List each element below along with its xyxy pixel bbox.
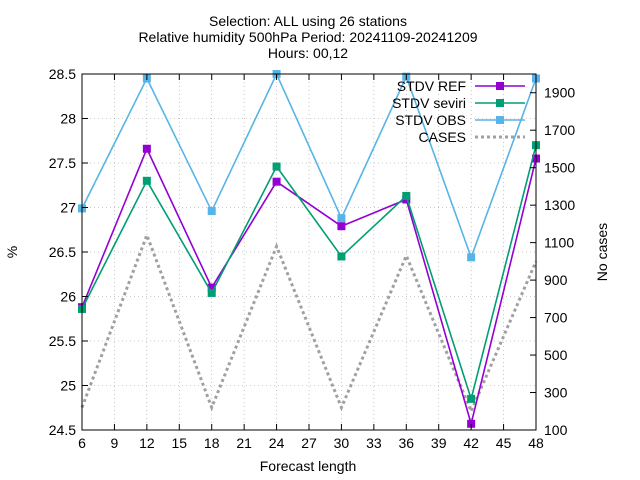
data-point-stdv-seviri (402, 191, 411, 200)
y-tick-label: 25.5 (49, 333, 76, 349)
data-point-stdv-seviri (207, 288, 216, 297)
series-line-cases (80, 230, 538, 416)
y2-tick-label: 1500 (544, 160, 575, 176)
y2-tick-label: 1300 (544, 197, 575, 213)
data-point-stdv-seviri (467, 394, 476, 403)
data-point-stdv-ref (272, 177, 281, 186)
y-tick-label: 26.5 (49, 244, 76, 260)
data-point-stdv-seviri (337, 252, 346, 261)
data-point-stdv-ref (337, 222, 346, 231)
y2-tick-label: 700 (544, 310, 568, 326)
grid-lines (82, 74, 536, 430)
x-tick-label: 18 (204, 435, 220, 451)
x-tick-label: 15 (171, 435, 187, 451)
data-point-stdv-seviri (142, 176, 151, 185)
x-axis-label: Forecast length (260, 458, 357, 474)
y-tick-label: 27 (60, 200, 76, 216)
y2-tick-label: 300 (544, 385, 568, 401)
title-line-1: Selection: ALL using 26 stations (209, 13, 407, 29)
data-point-stdv-seviri (272, 162, 281, 171)
y-tick-label: 25 (60, 378, 76, 394)
legend-marker-stdv-obs (496, 116, 504, 124)
data-point-stdv-obs (337, 214, 346, 223)
y2-tick-label: 100 (544, 422, 568, 438)
data-point-stdv-obs (467, 253, 476, 262)
x-tick-label: 45 (496, 435, 512, 451)
y-tick-label: 27.5 (49, 155, 76, 171)
data-point-stdv-obs (207, 207, 216, 216)
y-tick-label: 28 (60, 111, 76, 127)
x-tick-label: 9 (111, 435, 119, 451)
legend-label-stdv-seviri: STDV seviri (392, 95, 466, 111)
x-tick-label: 39 (431, 435, 447, 451)
chart-title: Selection: ALL using 26 stations Relativ… (138, 13, 477, 61)
series-line-stdv-seviri (81, 145, 537, 402)
data-point-stdv-ref (207, 283, 216, 292)
legend-marker-stdv-seviri (496, 99, 504, 107)
legend-label-stdv-ref: STDV REF (397, 78, 466, 94)
series-line-stdv-obs (81, 72, 537, 260)
x-tick-label: 6 (78, 435, 86, 451)
y2-tick-label: 900 (544, 272, 568, 288)
y-tick-label: 24.5 (49, 422, 76, 438)
y-tick-label: 28.5 (49, 66, 76, 82)
y2-tick-label: 1100 (544, 235, 574, 251)
legend-label-stdv-obs: STDV OBS (395, 112, 466, 128)
y2-tick-label: 1700 (544, 122, 575, 138)
x-tick-label: 24 (269, 435, 285, 451)
x-tick-label: 42 (463, 435, 479, 451)
x-tick-label: 33 (366, 435, 382, 451)
x-tick-label: 36 (398, 435, 414, 451)
x-tick-label: 30 (334, 435, 350, 451)
axis-ticks: 6 9 12 15 18 21 24 27 30 33 36 39 42 45 48 24.5 25 25.5 26… (49, 66, 576, 451)
legend-label-cases: CASES (419, 129, 466, 145)
data-point-stdv-ref (467, 419, 476, 428)
legend-marker-stdv-ref (496, 82, 504, 90)
x-tick-label: 27 (301, 435, 317, 451)
y-axis-label: % (4, 246, 20, 258)
y2-tick-label: 1900 (544, 85, 575, 101)
x-tick-label: 48 (528, 435, 544, 451)
series-stdv-seviri (78, 141, 540, 403)
title-line-2: Relative humidity 500hPa Period: 2024110… (138, 29, 477, 45)
y2-axis-label: No cases (594, 223, 610, 281)
x-tick-label: 21 (236, 435, 252, 451)
y-tick-label: 26 (60, 289, 76, 305)
series-cases (80, 230, 538, 416)
y2-tick-label: 500 (544, 347, 568, 363)
x-tick-label: 12 (139, 435, 155, 451)
data-point-stdv-ref (142, 144, 151, 153)
series-line-stdv-ref (81, 146, 537, 427)
title-line-3: Hours: 00,12 (268, 45, 348, 61)
